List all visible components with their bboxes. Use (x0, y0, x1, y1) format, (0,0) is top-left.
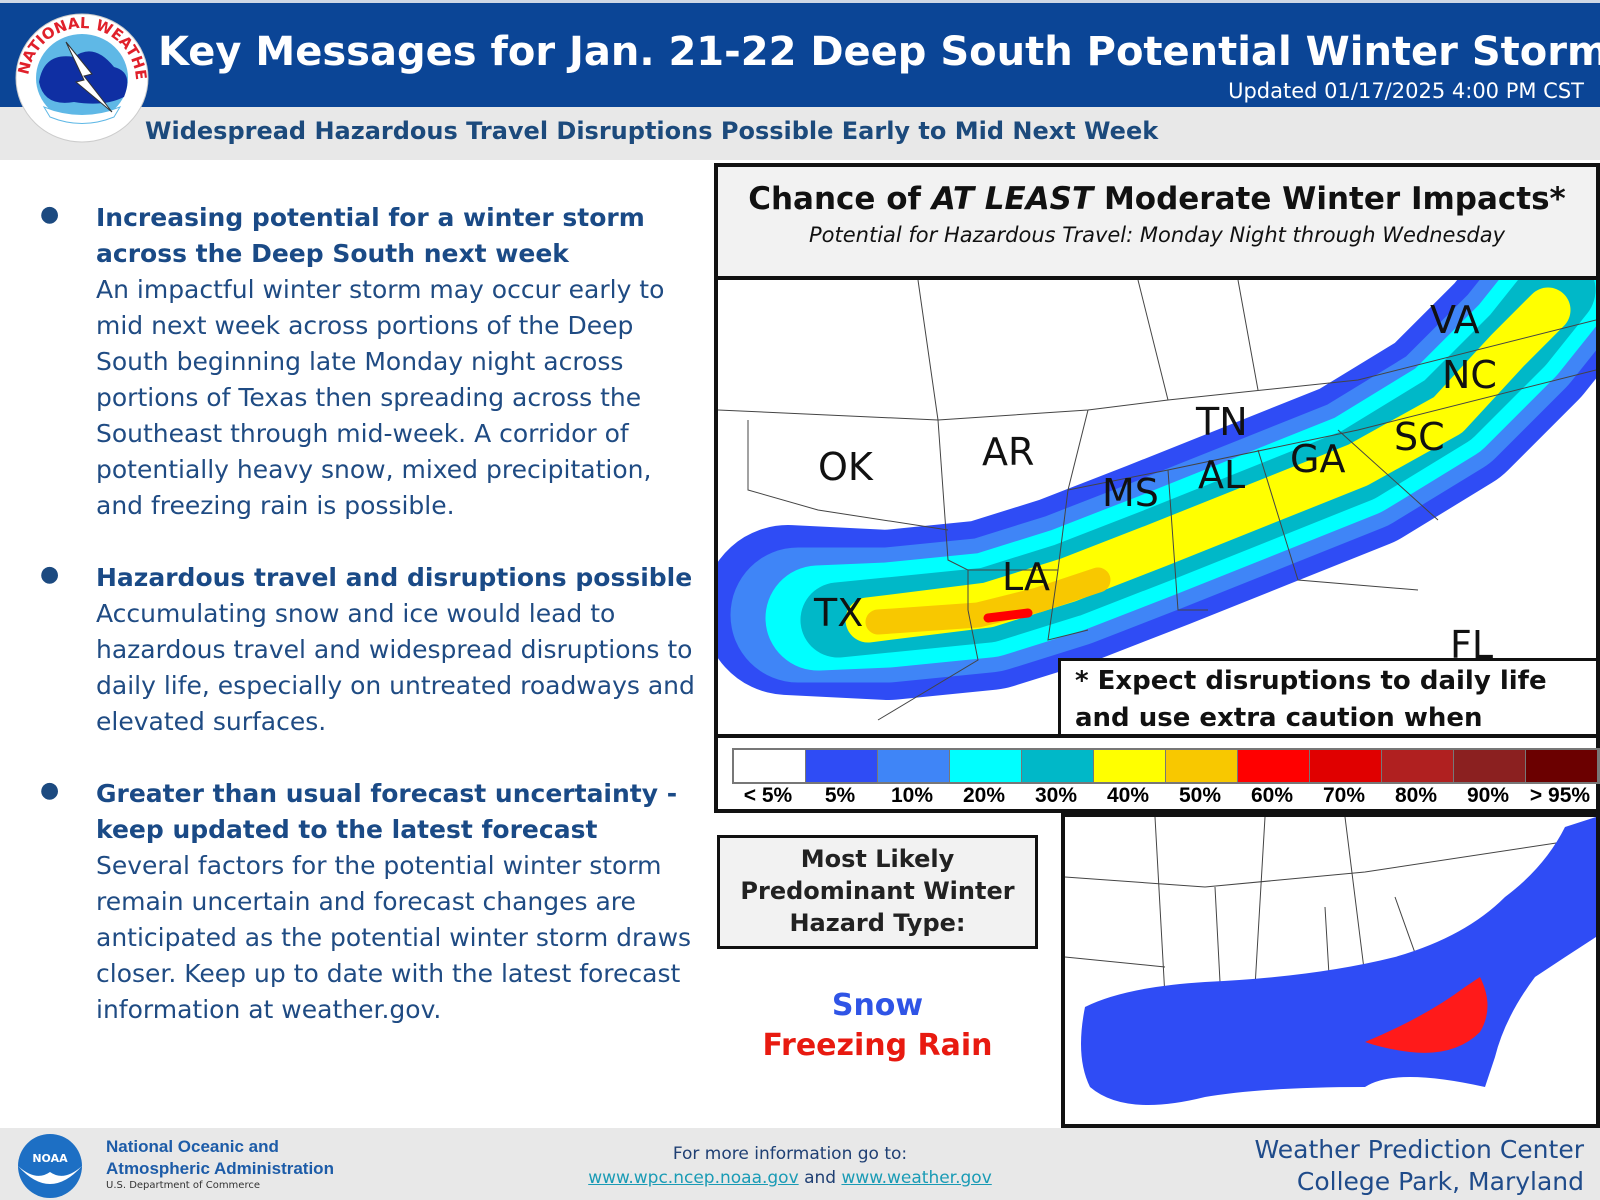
legend-swatch (1526, 750, 1598, 782)
band-60 (983, 608, 1033, 623)
hazard-type-map (1061, 813, 1600, 1128)
legend-label: 90% (1466, 784, 1510, 807)
key-message: ● Hazardous travel and disruptions possib… (36, 560, 706, 740)
footer: NOAA National Oceanic and Atmospheric Adm… (0, 1128, 1600, 1200)
key-messages: ● Increasing potential for a winter storm… (36, 200, 706, 1064)
impact-probability-map: OK AR TN MS AL GA SC NC VA LA TX FL * Ex… (718, 280, 1596, 734)
message-heading: Hazardous travel and disruptions possibl… (96, 563, 693, 592)
impact-map-panel: Chance of AT LEAST Moderate Winter Impac… (714, 163, 1600, 813)
legend-swatch (1094, 750, 1166, 782)
key-message: ● Increasing potential for a winter storm… (36, 200, 706, 524)
message-body: An impactful winter storm may occur earl… (96, 275, 665, 520)
bullet-icon: ● (40, 778, 60, 803)
message-body: Several factors for the potential winter… (96, 851, 692, 1024)
key-message: ● Greater than usual forecast uncertainty… (36, 776, 706, 1028)
weather-gov-link[interactable]: www.weather.gov (841, 1168, 992, 1188)
legend-swatch (1022, 750, 1094, 782)
legend-label: > 95% (1529, 784, 1591, 807)
legend-label: 60% (1250, 784, 1294, 807)
legend-label: 40% (1106, 784, 1150, 807)
legend-label: 30% (1034, 784, 1078, 807)
hazard-type-label: Most Likely Predominant Winter Hazard Ty… (717, 835, 1038, 949)
state-borders (718, 280, 1596, 721)
legend-swatch (1166, 750, 1238, 782)
legend-swatch (1310, 750, 1382, 782)
legend-swatch (950, 750, 1022, 782)
snow-area (1081, 817, 1596, 1105)
noaa-department: U.S. Department of Commerce (106, 1180, 260, 1191)
map-header: Chance of AT LEAST Moderate Winter Impac… (718, 167, 1596, 280)
state-label-tn: TN (1195, 400, 1248, 444)
probability-legend: < 5% 5% 10% 20% 30% 40% 50% 60% 70% 80% 90% > 95% (718, 734, 1600, 809)
nws-logo: NATIONAL WEATHER SERVICE (14, 12, 150, 143)
header-bar: Key Messages for Jan. 21-22 Deep South P… (0, 0, 1600, 107)
state-label-tx: TX (813, 591, 863, 635)
state-label-ms: MS (1102, 471, 1159, 515)
more-info: For more information go to: www.wpc.ncep… (560, 1142, 1020, 1190)
state-label-nc: NC (1442, 353, 1497, 397)
page-subtitle: Widespread Hazardous Travel Disruptions … (145, 117, 1159, 145)
noaa-name: National Oceanic and Atmospheric Administ… (106, 1137, 334, 1178)
state-label-ga: GA (1290, 437, 1345, 481)
wpc-link[interactable]: www.wpc.ncep.noaa.gov (588, 1168, 799, 1188)
bullet-icon: ● (40, 202, 60, 227)
svg-text:NOAA: NOAA (32, 1152, 68, 1165)
legend-label: 80% (1394, 784, 1438, 807)
legend-label: 70% (1322, 784, 1366, 807)
hazard-freezing-rain-label: Freezing Rain (762, 1028, 993, 1063)
message-body: Accumulating snow and ice would lead to … (96, 599, 695, 736)
more-info-label: For more information go to: (672, 1144, 908, 1164)
state-label-va: VA (1430, 298, 1480, 342)
updated-timestamp: Updated 01/17/2025 4:00 PM CST (1228, 79, 1584, 103)
bullet-icon: ● (40, 562, 60, 587)
wpc-credit: Weather Prediction Center College Park, M… (1254, 1135, 1585, 1196)
legend-swatch (734, 750, 806, 782)
noaa-logo: NOAA (18, 1134, 82, 1198)
band-50 (865, 567, 1111, 635)
subtitle-band: Widespread Hazardous Travel Disruptions … (0, 107, 1600, 160)
legend-labels: < 5% 5% 10% 20% 30% 40% 50% 60% 70% 80% 90% > 95% (732, 784, 1596, 808)
map-subtitle: Potential for Hazardous Travel: Monday N… (808, 223, 1506, 247)
legend-label: 50% (1178, 784, 1222, 807)
legend-colorbar (732, 748, 1600, 784)
legend-swatch (1382, 750, 1454, 782)
legend-label: 5% (824, 784, 856, 807)
page-title: Key Messages for Jan. 21-22 Deep South P… (158, 29, 1600, 75)
state-label-al: AL (1198, 453, 1245, 497)
freezing-rain-area (1365, 977, 1488, 1053)
hazard-snow-label: Snow (831, 988, 924, 1023)
map-title: Chance of AT LEAST Moderate Winter Impac… (748, 181, 1566, 217)
legend-swatch (1454, 750, 1526, 782)
legend-swatch (878, 750, 950, 782)
state-label-ar: AR (982, 430, 1034, 474)
message-heading: Increasing potential for a winter storm … (96, 203, 645, 268)
state-label-sc: SC (1394, 415, 1445, 459)
legend-label: 20% (962, 784, 1006, 807)
state-label-la: LA (1002, 555, 1050, 599)
legend-swatch (1238, 750, 1310, 782)
legend-swatch (806, 750, 878, 782)
legend-label: 10% (890, 784, 934, 807)
and-text: and (804, 1168, 837, 1188)
message-heading: Greater than usual forecast uncertainty … (96, 779, 678, 844)
state-label-ok: OK (818, 445, 874, 489)
legend-label: < 5% (743, 784, 793, 807)
impact-note: * Expect disruptions to daily life and u… (1058, 658, 1596, 734)
